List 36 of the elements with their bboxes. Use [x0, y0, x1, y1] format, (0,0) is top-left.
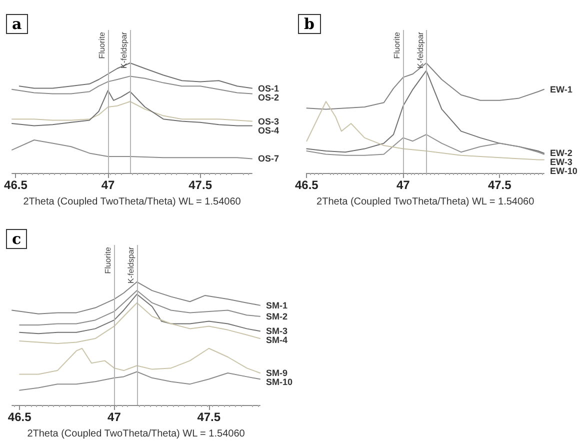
x-tick-label: 47	[108, 410, 122, 424]
x-axis-title: 2Theta (Coupled TwoTheta/Theta) WL = 1.54060	[27, 428, 246, 440]
series-label: OS-4	[258, 125, 280, 136]
series-label: OS-3	[258, 116, 280, 126]
series-label: SM-2	[266, 311, 288, 322]
ref-line-label: K-feldspar	[126, 246, 136, 284]
series-label: EW-1	[550, 84, 572, 94]
series-label: SM-3	[266, 326, 288, 336]
x-tick-label: 47.5	[197, 410, 221, 424]
series-label: SM-9	[266, 368, 288, 378]
x-tick-label: 47	[101, 178, 115, 192]
series-label: OS-2	[258, 92, 280, 102]
series-label: OS-1	[258, 83, 280, 94]
x-tick-label: 46.5	[4, 178, 28, 192]
series-label: SM-1	[266, 300, 288, 310]
series-label: EW-3	[550, 157, 572, 168]
series-label: EW-2	[550, 148, 572, 158]
text: c	[6, 229, 28, 249]
x-axis-title: 2Theta (Coupled TwoTheta/Theta) WL = 1.54060	[23, 196, 242, 208]
x-tick-label: 47.5	[488, 178, 512, 192]
x-tick-label: 46.5	[295, 178, 319, 192]
text: a	[6, 14, 28, 34]
series-label: EW-10	[550, 166, 578, 176]
series-label: SM-10	[266, 377, 293, 387]
text: b	[298, 14, 320, 34]
ref-line-label: K-feldspar	[120, 32, 129, 68]
x-tick-label: 46.5	[8, 410, 32, 424]
ref-line-label: K-feldspar	[416, 32, 425, 68]
series-label: OS-7	[258, 154, 280, 164]
ref-line-label: Fluorite	[392, 31, 402, 59]
ref-line-label: Fluorite	[98, 31, 106, 59]
series-label: SM-4	[266, 335, 288, 346]
x-tick-label: 47	[396, 178, 410, 192]
x-axis-title: 2Theta (Coupled TwoTheta/Theta) WL = 1.54060	[316, 196, 535, 208]
x-tick-label: 47.5	[188, 178, 212, 192]
ref-line-label: Fluorite	[104, 246, 113, 274]
